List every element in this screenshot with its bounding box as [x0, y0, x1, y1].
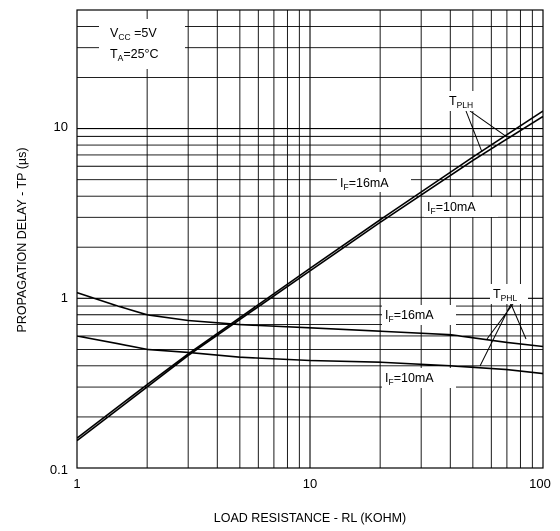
y-tick-label: 0.1: [50, 462, 68, 477]
series-line-2: [76, 291, 544, 348]
tplh-label: TPLH: [449, 94, 473, 110]
leader-line: [479, 303, 512, 367]
conditions-box: [99, 19, 185, 69]
leader-line: [510, 303, 527, 340]
phl-16ma-label: IF=16mA: [385, 308, 434, 324]
leader-line: [486, 303, 514, 340]
leader-lines: [465, 110, 527, 367]
tphl-label: TPHL: [493, 287, 517, 303]
x-tick-label: 10: [303, 476, 317, 491]
tplh-label-bg: [446, 91, 480, 111]
y-tick-label: 1: [61, 290, 68, 305]
series-line-3: [76, 335, 544, 375]
conditions-legend: VCC =5V TA=25°C: [99, 19, 185, 69]
y-axis-title: PROPAGATION DELAY - TP (µs): [15, 147, 29, 332]
x-tick-label: 100: [529, 476, 551, 491]
plh-10ma-label-bg: [424, 197, 498, 217]
tphl-label-bg: [490, 284, 528, 304]
series-line-1: [76, 115, 544, 442]
x-axis-title: LOAD RESISTANCE - RL (KOHM): [214, 511, 406, 525]
vcc-condition: VCC =5V: [110, 26, 157, 42]
series-line-0: [76, 110, 544, 439]
plh-16ma-label-bg: [337, 172, 411, 192]
plot-frame: [76, 9, 544, 469]
grid: [77, 10, 543, 468]
x-tick-label: 1: [73, 476, 80, 491]
phl-10ma-label: IF=10mA: [385, 371, 434, 387]
plh-10ma-label: IF=10mA: [427, 200, 476, 216]
plh-16ma-label: IF=16mA: [340, 176, 389, 192]
curves: [76, 110, 544, 442]
leader-line: [465, 110, 483, 153]
ta-condition: TA=25°C: [110, 47, 159, 63]
phl-16ma-label-bg: [382, 305, 456, 325]
y-tick-label: 10: [54, 119, 68, 134]
leader-line: [469, 110, 508, 138]
phl-10ma-label-bg: [382, 368, 456, 388]
